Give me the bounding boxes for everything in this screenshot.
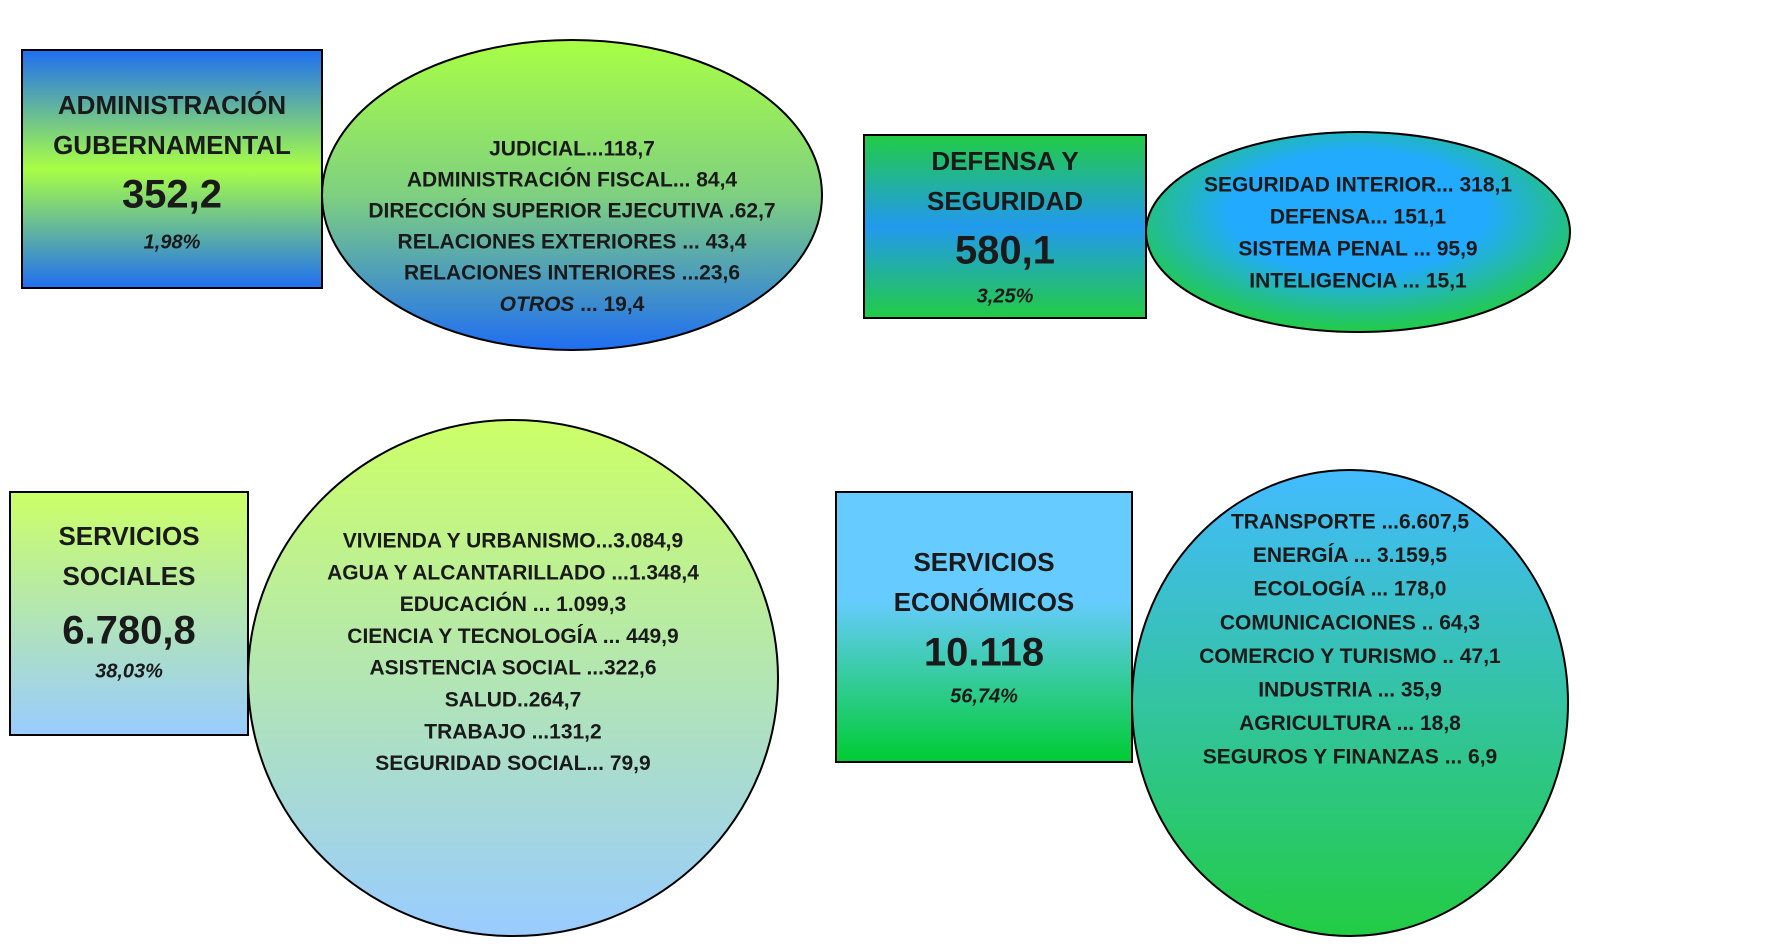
item: DEFENSA... 151,1 (1270, 206, 1447, 229)
item: RELACIONES EXTERIORES ... 43,4 (398, 231, 747, 254)
box-title: SERVICIOS (58, 521, 199, 551)
item: INDUSTRIA ... 35,9 (1258, 679, 1442, 702)
item: AGUA Y ALCANTARILLADO ...1.348,4 (327, 561, 699, 584)
item: ADMINISTRACIÓN FISCAL... 84,4 (407, 168, 738, 192)
detail-ellipse (321, 39, 823, 351)
item: INTELIGENCIA ... 15,1 (1249, 270, 1467, 293)
item: SEGURIDAD SOCIAL... 79,9 (375, 752, 650, 775)
box-title: ECONÓMICOS (894, 587, 1075, 617)
item: CIENCIA Y TECNOLOGÍA ... 449,9 (347, 625, 678, 648)
total-box (21, 49, 323, 289)
box-title: SOCIALES (63, 561, 196, 591)
box-percent: 56,74% (950, 685, 1018, 707)
item: COMERCIO Y TURISMO .. 47,1 (1199, 645, 1501, 668)
box-total: 352,2 (122, 173, 222, 217)
item: SEGURIDAD INTERIOR... 318,1 (1204, 174, 1512, 197)
item: VIVIENDA Y URBANISMO...3.084,9 (343, 530, 683, 553)
total-box (9, 491, 249, 736)
item: TRANSPORTE ...6.607,5 (1231, 511, 1469, 534)
item: RELACIONES INTERIORES ...23,6 (404, 262, 740, 285)
box-total: 10.118 (924, 631, 1044, 675)
item: OTROS ... 19,4 (500, 293, 645, 316)
item: ASISTENCIA SOCIAL ...322,6 (369, 657, 656, 680)
box-title: GUBERNAMENTAL (53, 130, 291, 160)
total-box (835, 491, 1133, 763)
total-box (863, 134, 1147, 319)
item-italic: OTROS (500, 293, 575, 316)
item: SALUD..264,7 (445, 689, 582, 712)
box-percent: 38,03% (95, 660, 163, 682)
detail-ellipse (1145, 131, 1571, 333)
item: JUDICIAL...118,7 (489, 138, 655, 161)
item: COMUNICACIONES .. 64,3 (1220, 611, 1480, 634)
detail-ellipse (247, 419, 779, 937)
box-total: 6.780,8 (62, 609, 195, 653)
detail-ellipse (1131, 469, 1569, 937)
box-title: ADMINISTRACIÓN (58, 90, 286, 120)
box-percent: 3,25% (977, 285, 1034, 307)
item: EDUCACIÓN ... 1.099,3 (400, 592, 626, 616)
item: SISTEMA PENAL ... 95,9 (1238, 238, 1477, 261)
item: ECOLOGÍA ... 178,0 (1254, 578, 1447, 601)
box-total: 580,1 (955, 229, 1055, 273)
group: ADMINISTRACIÓN GUBERNAMENTAL 352,2 1,98% JUD… (21, 39, 823, 351)
item: ENERGÍA ... 3.159,5 (1253, 544, 1447, 567)
group: DEFENSA Y SEGURIDAD 580,1 3,25% SEGURIDAD IN… (863, 131, 1571, 333)
group: SERVICIOS SOCIALES 6.780,8 38,03% VIVIENDA Y… (9, 419, 779, 937)
box-title: SERVICIOS (913, 547, 1054, 577)
box-title: SEGURIDAD (927, 186, 1083, 216)
item: SEGUROS Y FINANZAS ... 6,9 (1203, 746, 1497, 769)
group: SERVICIOS ECONÓMICOS 10.118 56,74% TRANSPORT… (835, 469, 1569, 937)
item: AGRICULTURA ... 18,8 (1239, 712, 1461, 735)
box-title: DEFENSA Y (931, 146, 1078, 176)
item: TRABAJO ...131,2 (424, 720, 601, 743)
item: DIRECCIÓN SUPERIOR EJECUTIVA .62,7 (368, 199, 775, 223)
item-value: ... 19,4 (574, 293, 644, 316)
box-percent: 1,98% (144, 231, 201, 253)
